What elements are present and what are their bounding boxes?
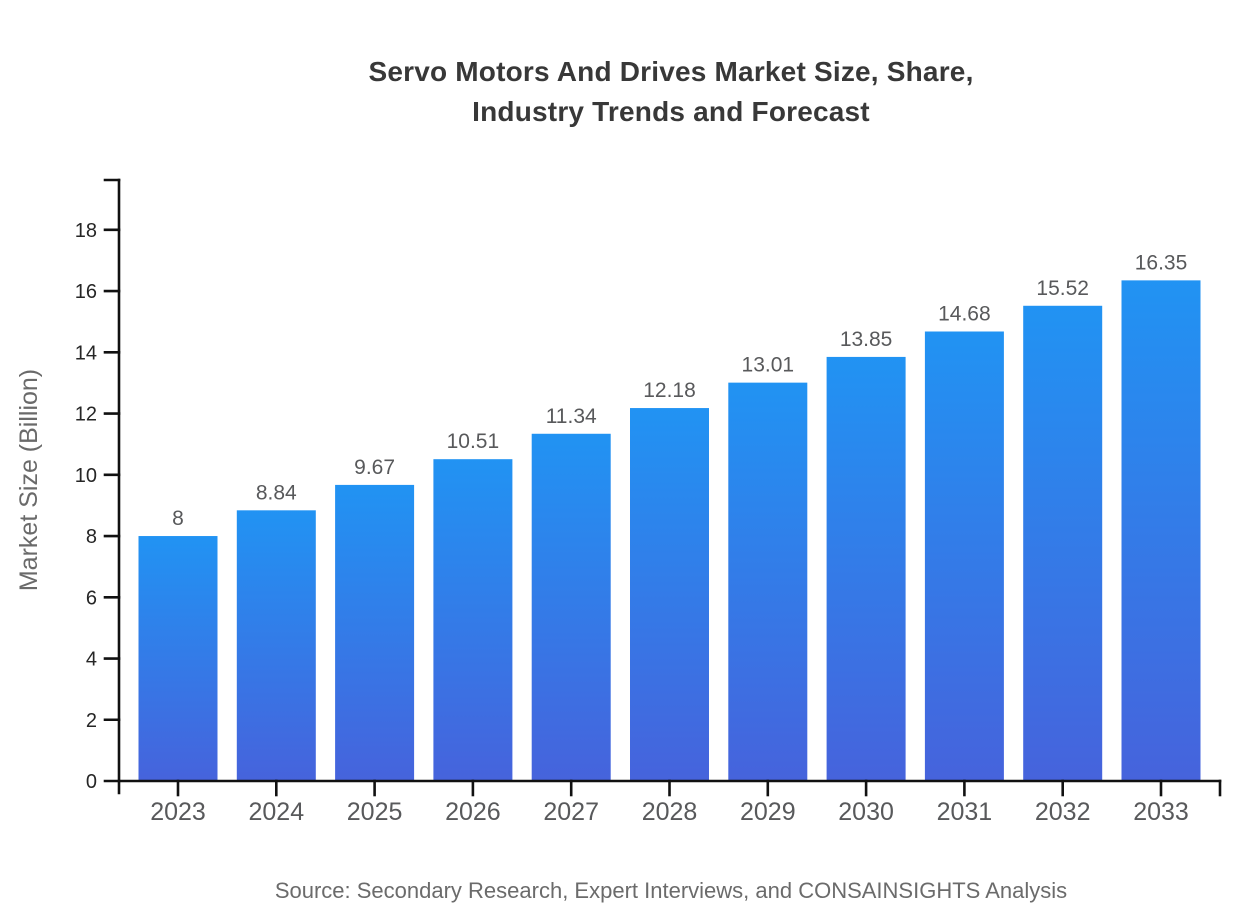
- x-tick-label: 2024: [248, 798, 304, 826]
- bar-2029: [728, 382, 808, 781]
- bar-value-label: 9.67: [354, 456, 395, 479]
- labels-group: 8 2023 8.84 2024 9.67 2025 10.51 2026 11.34 2027 1…: [15, 220, 1189, 826]
- source-attribution: Source: Secondary Research, Expert Inter…: [274, 878, 1068, 903]
- bar-value-label: 8: [172, 507, 184, 530]
- y-tick-label: 18: [75, 220, 97, 242]
- x-tick-label: 2029: [740, 798, 796, 826]
- y-tick-label: 16: [75, 281, 97, 303]
- bar-2027: [531, 433, 611, 781]
- bar-value-label: 13.85: [840, 328, 893, 351]
- x-tick-label: 2023: [150, 798, 206, 826]
- bar-2030: [826, 356, 906, 781]
- chart-title: Servo Motors And Drives Market Size, Sha…: [0, 52, 1260, 132]
- bar-value-label: 15.52: [1036, 277, 1089, 300]
- x-tick-label: 2033: [1133, 798, 1189, 826]
- bar-2033: [1121, 280, 1201, 781]
- x-tick-label: 2025: [347, 798, 403, 826]
- x-tick-label: 2030: [838, 798, 894, 826]
- y-tick-label: 8: [86, 526, 97, 548]
- x-tick-label: 2027: [543, 798, 599, 826]
- bar-2031: [924, 331, 1004, 781]
- chart-title-line2: Industry Trends and Forecast: [472, 96, 870, 127]
- bar-2024: [236, 510, 316, 781]
- y-tick-label: 10: [75, 465, 97, 487]
- x-tick-label: 2032: [1035, 798, 1091, 826]
- bar-value-label: 13.01: [742, 354, 795, 377]
- bar-value-label: 14.68: [938, 302, 991, 325]
- y-tick-label: 4: [86, 649, 97, 671]
- y-tick-label: 0: [86, 771, 97, 793]
- y-tick-label: 6: [86, 587, 97, 609]
- bar-value-label: 10.51: [447, 430, 500, 453]
- bar-value-label: 11.34: [546, 405, 597, 428]
- axes-group: [103, 178, 1222, 797]
- y-tick-label: 2: [86, 710, 97, 732]
- x-tick-label: 2026: [445, 798, 501, 826]
- bar-2025: [335, 484, 415, 781]
- bar-value-label: 8.84: [256, 481, 297, 504]
- bar-value-label: 16.35: [1135, 251, 1188, 274]
- bar-2032: [1023, 305, 1103, 781]
- y-axis-title: Market Size (Billion): [15, 369, 43, 591]
- x-tick-label: 2031: [937, 798, 993, 826]
- y-tick-label: 14: [75, 342, 97, 364]
- y-tick-label: 12: [75, 404, 97, 426]
- bar-2023: [138, 536, 218, 781]
- chart-title-line1: Servo Motors And Drives Market Size, Sha…: [368, 56, 974, 87]
- bar-2028: [630, 408, 709, 781]
- x-tick-label: 2028: [642, 798, 698, 826]
- bars-group: [138, 280, 1201, 781]
- bar-value-label: 12.18: [643, 379, 696, 402]
- bar-2026: [433, 459, 513, 781]
